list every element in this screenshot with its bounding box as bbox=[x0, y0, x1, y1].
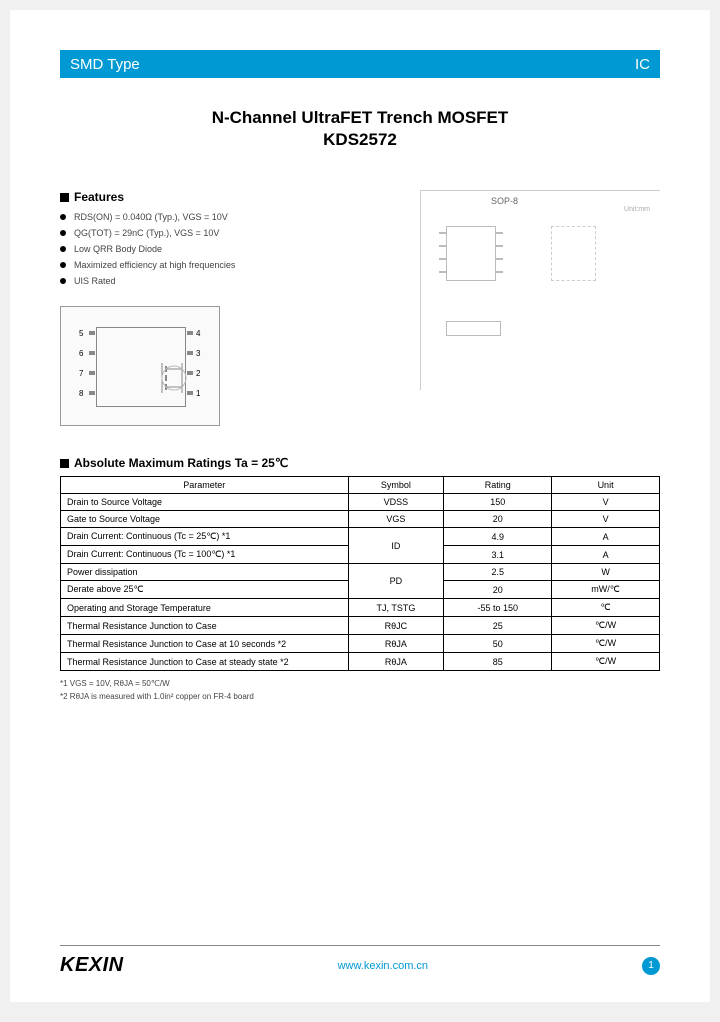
pin-lead-icon bbox=[187, 391, 193, 395]
features-list: RDS(ON) = 0.040Ω (Typ.), VGS = 10V QG(TO… bbox=[60, 212, 400, 286]
brand-logo: KEXIN bbox=[60, 954, 124, 977]
table-row: Drain Current: Continuous (Tc = 25℃) *1I… bbox=[61, 528, 660, 546]
datasheet-page: SMD Type IC N-Channel UltraFET Trench MO… bbox=[10, 10, 710, 1002]
col-unit: Unit bbox=[552, 477, 660, 494]
ratings-table: Parameter Symbol Rating Unit Drain to So… bbox=[60, 476, 660, 671]
package-label: SOP-8 bbox=[491, 196, 518, 206]
table-row: Thermal Resistance Junction to CaseRθJC2… bbox=[61, 617, 660, 635]
pinout-diagram: 5 6 7 8 4 3 2 1 bbox=[60, 306, 220, 426]
table-header-row: Parameter Symbol Rating Unit bbox=[61, 477, 660, 494]
pin-label: 5 bbox=[79, 329, 83, 338]
header-right: IC bbox=[635, 56, 650, 73]
feature-item: QG(TOT) = 29nC (Typ.), VGS = 10V bbox=[60, 228, 400, 238]
package-top-view-icon bbox=[446, 226, 496, 281]
pin-lead-icon bbox=[89, 371, 95, 375]
col-rating: Rating bbox=[444, 477, 552, 494]
col-parameter: Parameter bbox=[61, 477, 349, 494]
pin-label: 6 bbox=[79, 349, 83, 358]
table-row: Gate to Source VoltageVGS20V bbox=[61, 511, 660, 528]
feature-item: Maximized efficiency at high frequencies bbox=[60, 260, 400, 270]
page-number-badge: 1 bbox=[642, 957, 660, 975]
package-side-view-icon bbox=[446, 321, 501, 336]
pin-label: 7 bbox=[79, 369, 83, 378]
feature-item: Low QRR Body Diode bbox=[60, 244, 400, 254]
ratings-tbody: Drain to Source VoltageVDSS150V Gate to … bbox=[61, 494, 660, 671]
package-dim-box-icon bbox=[551, 226, 596, 281]
pin-lead-icon bbox=[89, 331, 95, 335]
unit-note: Unit:mm bbox=[624, 206, 650, 213]
features-heading: Features bbox=[60, 190, 400, 204]
pin-label: 1 bbox=[196, 389, 200, 398]
header-bar: SMD Type IC bbox=[60, 50, 660, 78]
pin-label: 8 bbox=[79, 389, 83, 398]
package-drawing: SOP-8 Unit:mm bbox=[420, 190, 660, 426]
title-block: N-Channel UltraFET Trench MOSFET KDS2572 bbox=[60, 108, 660, 150]
pin-lead-icon bbox=[187, 371, 193, 375]
pin-lead-icon bbox=[89, 351, 95, 355]
feature-item: RDS(ON) = 0.040Ω (Typ.), VGS = 10V bbox=[60, 212, 400, 222]
left-column: Features RDS(ON) = 0.040Ω (Typ.), VGS = … bbox=[60, 190, 400, 426]
pin-lead-icon bbox=[187, 351, 193, 355]
pin-lead-icon bbox=[89, 391, 95, 395]
pin-label: 3 bbox=[196, 349, 200, 358]
title-line1: N-Channel UltraFET Trench MOSFET bbox=[60, 108, 660, 128]
footnotes: *1 VGS = 10V, RθJA = 50℃/W *2 RθJA is me… bbox=[60, 679, 660, 701]
feature-item: UIS Rated bbox=[60, 276, 400, 286]
part-number: KDS2572 bbox=[60, 130, 660, 150]
table-row: Thermal Resistance Junction to Case at s… bbox=[61, 653, 660, 671]
table-row: Drain to Source VoltageVDSS150V bbox=[61, 494, 660, 511]
ratings-heading: Absolute Maximum Ratings Ta = 25℃ bbox=[60, 456, 660, 470]
footnote: *2 RθJA is measured with 1.0in² copper o… bbox=[60, 692, 660, 701]
table-row: Operating and Storage TemperatureTJ, TST… bbox=[61, 599, 660, 617]
pin-label: 2 bbox=[196, 369, 200, 378]
header-left: SMD Type bbox=[70, 56, 140, 73]
page-footer: KEXIN www.kexin.com.cn 1 bbox=[60, 945, 660, 977]
table-row: Thermal Resistance Junction to Case at 1… bbox=[61, 635, 660, 653]
chip-outline bbox=[96, 327, 186, 407]
ratings-section: Absolute Maximum Ratings Ta = 25℃ Parame… bbox=[60, 456, 660, 701]
footer-url: www.kexin.com.cn bbox=[338, 960, 428, 972]
mid-section: Features RDS(ON) = 0.040Ω (Typ.), VGS = … bbox=[60, 190, 660, 426]
col-symbol: Symbol bbox=[348, 477, 444, 494]
table-row: Power dissipationPD2.5W bbox=[61, 564, 660, 581]
pin-label: 4 bbox=[196, 329, 200, 338]
pin-lead-icon bbox=[187, 331, 193, 335]
footnote: *1 VGS = 10V, RθJA = 50℃/W bbox=[60, 679, 660, 688]
mosfet-symbol-icon bbox=[152, 358, 202, 398]
